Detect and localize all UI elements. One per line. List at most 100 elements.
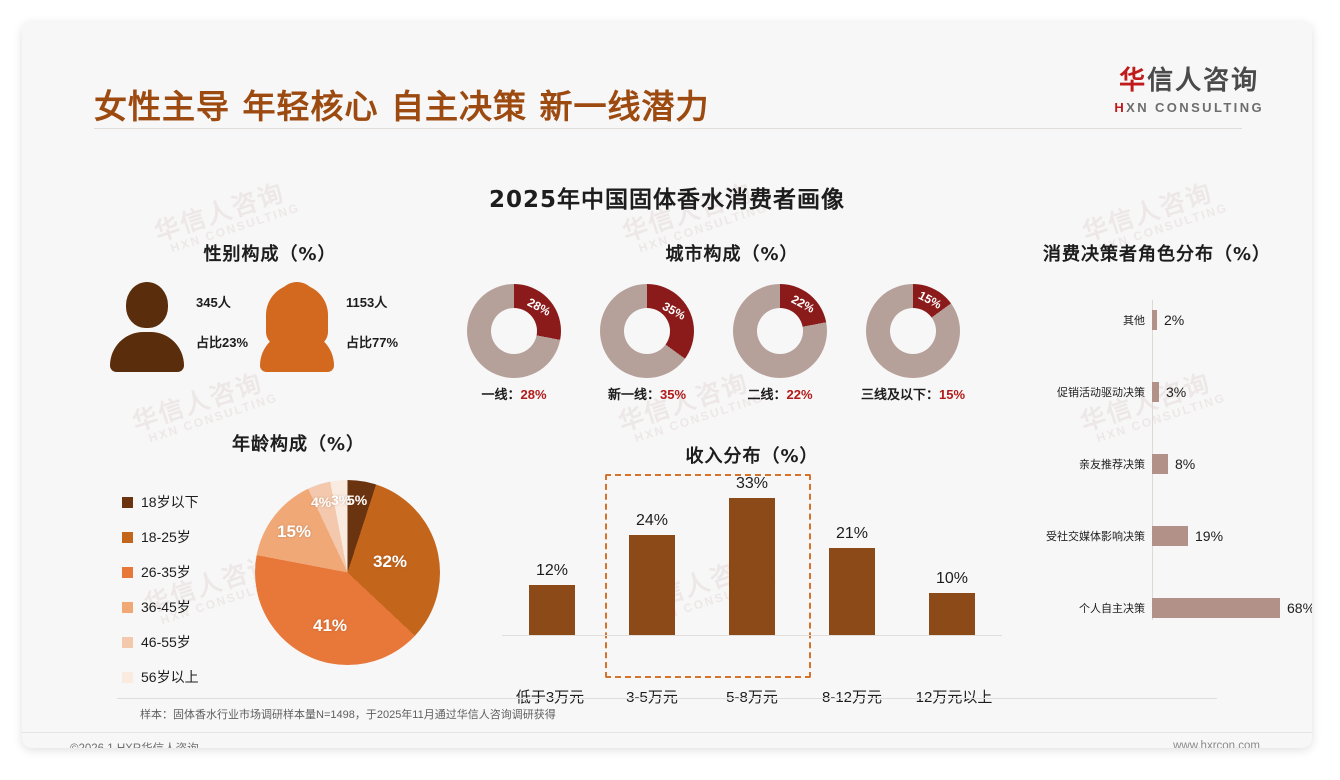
income-value: 21% <box>835 525 869 542</box>
logo-cn-text: 信人咨询 <box>1147 66 1260 96</box>
logo-en-accent: H <box>1114 100 1127 115</box>
decision-bar <box>1152 526 1188 546</box>
decision-value: 3% <box>1166 384 1187 400</box>
gender-panel: 性别构成（%） 345人 占比23% 1153人 占比77% <box>100 240 440 410</box>
decision-bar-item: 受社交媒体影响决策 19% <box>1007 524 1223 548</box>
decision-value: 8% <box>1175 456 1196 472</box>
income-bar <box>629 535 675 635</box>
website-link[interactable]: www.hxrcon.com <box>1173 740 1260 748</box>
legend-item: 46-55岁 <box>122 632 199 652</box>
age-title: 年龄构成（%） <box>232 434 366 455</box>
decision-label: 其他 <box>1123 315 1145 327</box>
city-donut-item: 15% 三线及以下：15% <box>861 284 965 403</box>
decision-value: 19% <box>1195 528 1224 544</box>
age-panel: 年龄构成（%） 18岁以下 18-25岁 26-35岁 36-45岁 46-55… <box>100 430 460 685</box>
legend-swatch <box>122 636 133 648</box>
decision-bar-item: 促销活动驱动决策 3% <box>1007 380 1186 404</box>
donut-chart: 22% <box>733 284 827 378</box>
donut-label: 三线及以下： <box>861 387 940 402</box>
female-share: 占比77% <box>346 335 399 350</box>
city-donut-item: 28% 一线：28% <box>462 284 566 403</box>
income-plot: 12% 低于3万元 24% 3-5万元 33% 5-8万元 21% 8-12万元… <box>502 475 1002 706</box>
male-share: 占比23% <box>196 335 249 350</box>
decision-label: 亲友推荐决策 <box>1079 459 1145 471</box>
donut-value: 35% <box>660 299 688 323</box>
page-title: 女性主导 年轻核心 自主决策 新一线潜力 <box>94 87 710 126</box>
income-bar-item <box>802 548 902 635</box>
decision-label: 促销活动驱动决策 <box>1057 387 1145 399</box>
income-title: 收入分布（%） <box>685 446 819 467</box>
legend-swatch <box>122 496 133 508</box>
decision-bar-item: 亲友推荐决策 8% <box>1007 452 1195 476</box>
legend-item: 26-35岁 <box>122 562 199 582</box>
income-category: 3-5万元 <box>626 689 678 706</box>
income-value: 12% <box>535 562 569 579</box>
decision-title: 消费决策者角色分布（%） <box>1042 244 1272 265</box>
income-bar <box>729 498 775 635</box>
decision-bar <box>1152 382 1159 402</box>
pie-value-56-up: 3% <box>331 492 352 508</box>
pie-value-46-55: 4% <box>311 494 332 510</box>
header-divider <box>94 128 1242 129</box>
income-bar-item <box>702 498 802 635</box>
donut-value: 22% <box>789 292 817 316</box>
donut-label-value: 28% <box>520 387 547 402</box>
sample-note: 样本：固体香水行业市场调研样本量N=1498，于2025年11月通过华信人咨询调… <box>140 709 556 721</box>
gender-title: 性别构成（%） <box>203 244 337 265</box>
income-bar <box>929 593 975 635</box>
city-panel: 城市构成（%） 28% 一线：28% 35% 新一线：35% 22% 二线：22… <box>452 240 1012 410</box>
female-count: 1153人 <box>346 295 388 310</box>
pie-value-36-45: 15% <box>277 522 312 541</box>
legend-swatch <box>122 566 133 578</box>
legend-item: 18岁以下 <box>122 492 199 512</box>
male-silhouette-icon <box>110 282 184 372</box>
donut-label-value: 22% <box>786 387 813 402</box>
logo-en-text: XN CONSULTING <box>1126 100 1264 115</box>
income-bar <box>529 585 575 635</box>
legend-label: 18-25岁 <box>141 529 191 545</box>
income-highlight-box <box>605 474 811 678</box>
age-pie-chart: 32% 41% 15% 4% 3% 5% <box>255 480 440 665</box>
legend-swatch <box>122 531 133 543</box>
income-value: 24% <box>635 512 669 529</box>
note-divider <box>117 698 1217 699</box>
legend-label: 36-45岁 <box>141 599 191 615</box>
donut-label-value: 15% <box>939 387 966 402</box>
copyright-text: ©2026.1 HXR华信人咨询 <box>70 740 199 748</box>
decision-bar <box>1152 454 1168 474</box>
decision-value: 68% <box>1287 600 1312 616</box>
footer-divider <box>22 732 1312 733</box>
header: 女性主导 年轻核心 自主决策 新一线潜力 华信人咨询 HXN CONSULTIN… <box>22 22 1312 130</box>
decision-bar <box>1152 310 1157 330</box>
income-bar-item <box>502 585 602 635</box>
legend-label: 26-35岁 <box>141 564 191 580</box>
legend-item: 56岁以上 <box>122 667 199 687</box>
income-baseline <box>502 635 1002 636</box>
donut-label: 一线： <box>481 387 521 402</box>
donut-chart: 35% <box>600 284 694 378</box>
income-bar-item <box>902 593 1002 635</box>
donut-value: 15% <box>916 288 944 312</box>
city-donut-item: 35% 新一线：35% <box>595 284 699 403</box>
income-category: 12万元以上 <box>915 689 993 706</box>
donut-label-value: 35% <box>659 387 687 402</box>
donut-chart: 28% <box>467 284 561 378</box>
income-category: 8-12万元 <box>821 689 883 706</box>
decision-bar-item: 其他 2% <box>1007 308 1184 332</box>
pie-value-26-35: 41% <box>313 616 348 635</box>
decision-bar-item: 个人自主决策 68% <box>1007 596 1312 620</box>
logo-cn-accent: 华 <box>1119 66 1148 96</box>
pie-value-18-25: 32% <box>373 552 408 571</box>
decision-bar <box>1152 598 1280 618</box>
legend-swatch <box>122 601 133 613</box>
legend-label: 56岁以上 <box>141 669 199 685</box>
donut-value: 28% <box>525 295 553 319</box>
male-count: 345人 <box>196 295 231 310</box>
legend-label: 46-55岁 <box>141 634 191 650</box>
legend-item: 18-25岁 <box>122 527 199 547</box>
pie-value-under-18: 5% <box>347 492 368 508</box>
age-legend: 18岁以下 18-25岁 26-35岁 36-45岁 46-55岁 56岁以上 <box>122 492 199 702</box>
decision-panel: 消费决策者角色分布（%） 其他 2% 促销活动驱动决策 3% 亲友推荐决策 8%… <box>1007 240 1312 640</box>
decision-label: 个人自主决策 <box>1079 603 1145 615</box>
infographic-card: 华信人咨询 HXN CONSULTING 华信人咨询 HXN CONSULTING … <box>22 22 1312 748</box>
